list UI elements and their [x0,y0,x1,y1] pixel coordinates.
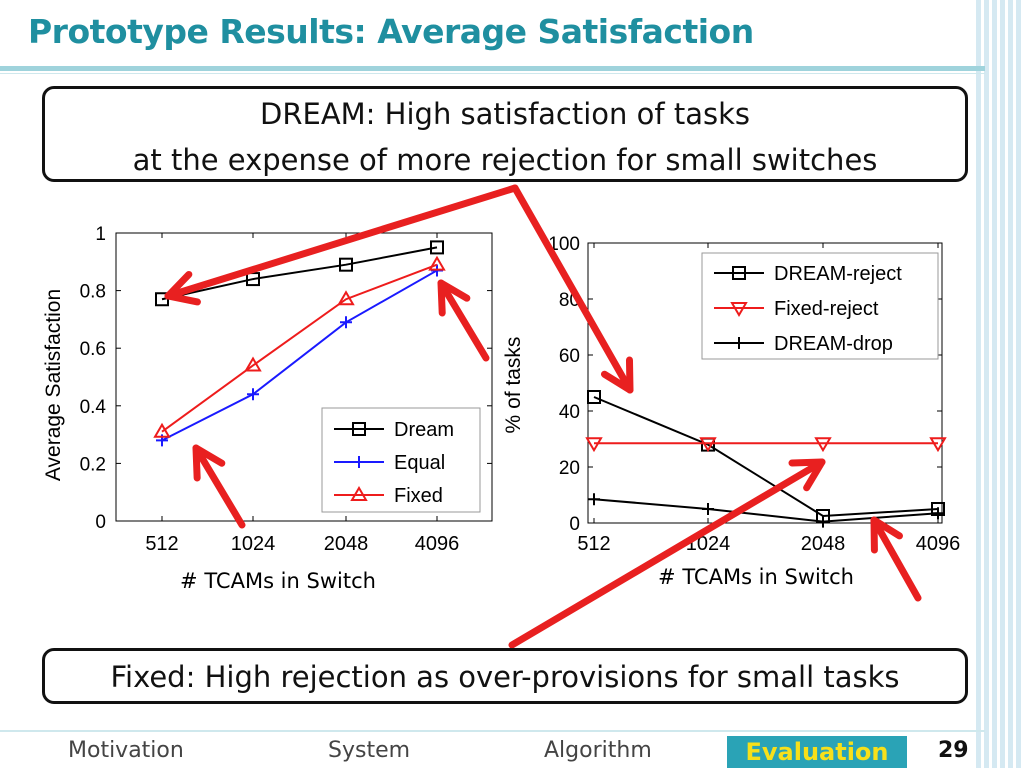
data-point-fixed [244,356,262,372]
y-tick-label: 40 [559,402,580,423]
arrow-to-equal-512 [192,444,246,529]
callout-fixed-text: Fixed: High rejection as over-provisions… [110,660,900,694]
page-number: 29 [938,738,969,763]
data-point-fixed-reject [814,437,832,453]
legend-marker [732,266,746,280]
callout-dream-line2: at the expense of more rejection for sma… [132,143,878,177]
data-point-fixed-reject [585,437,603,453]
y-tick-label: 0 [95,512,106,533]
series-line-dream-reject [593,396,939,518]
legend-label: Fixed-reject [774,298,879,320]
arrow-shaft [192,444,246,529]
legend-marker [353,456,365,468]
y-tick-label: 0.2 [80,454,106,475]
x-tick-label: 2048 [801,533,846,555]
section-navbar: Motivation System Algorithm [0,732,985,768]
data-point-dream-drop [932,507,944,520]
y-tick-label: 0 [569,514,580,535]
annotation-arrows [164,184,922,649]
data-point-fixed-reject [699,437,717,453]
arrow-shaft [511,184,634,394]
x-tick-label: 512 [577,533,610,555]
callout-dream-line1: DREAM: High satisfaction of tasks [260,97,750,131]
arrow-shaft [164,184,519,300]
data-point-fixed [428,255,446,271]
data-point-dream-drop [702,503,714,515]
callout-dream: DREAM: High satisfaction of tasks at the… [42,86,968,182]
callout-fixed: Fixed: High rejection as over-provisions… [42,648,968,704]
x-tick-label: 1024 [231,533,276,555]
slide-title: Prototype Results: Average Satisfaction [28,12,754,51]
y-tick-label: 1 [95,224,106,245]
series-line-equal [161,269,438,442]
arrow-head [437,279,471,317]
data-point-dream-reject [587,390,601,404]
y-tick-label: 0.6 [80,339,106,360]
arrow-shaft [870,516,922,602]
title-divider [0,66,985,71]
data-point-fixed [153,422,171,438]
arrow-to-dream-reject-512 [511,184,634,394]
data-point-dream-drop [817,515,829,528]
nav-item-evaluation-label: Evaluation [745,738,889,766]
x-tick-label: 512 [145,533,178,555]
legend-label: Fixed [394,485,443,507]
series-line-dream-drop [593,498,939,523]
data-point-fixed-reject [929,437,947,453]
x-axis-label: # TCAMs in Switch [658,565,854,589]
x-axis-label: # TCAMs in Switch [180,569,376,593]
y-axis-label: Average Satisfaction [42,289,65,481]
series-line-dream [161,246,438,301]
data-point-dream-drop [588,493,600,506]
arrow-head [870,516,903,554]
data-point-equal [340,316,352,329]
nav-item-evaluation[interactable]: Evaluation [727,736,907,768]
arrow-head [600,356,634,394]
arrow-shaft [508,458,826,649]
decorative-right-stripes [976,0,1024,768]
legend-marker [733,337,745,349]
legend-box [701,252,939,360]
legend-label: DREAM-drop [774,333,893,355]
legend-marker [352,422,366,436]
x-tick-label: 2048 [324,533,369,555]
arrow-head [164,270,201,306]
data-point-fixed [337,290,355,306]
legend-label: Equal [394,452,445,474]
nav-divider [0,730,985,732]
data-point-equal [247,388,259,401]
legend: DREAM-reject Fixed-reject DREAM-drop [701,252,939,360]
data-point-dream [339,257,353,272]
x-tick-label: 4096 [916,533,961,555]
arrow-to-fixed-reject [508,458,826,649]
nav-item-motivation[interactable]: Motivation [68,738,184,763]
arrow-shaft [437,279,490,362]
arrow-to-dream-512 [164,184,519,306]
y-tick-label: 60 [559,346,580,367]
legend-marker [730,302,748,317]
legend-label: DREAM-reject [774,263,902,285]
arrow-head [788,458,826,492]
legend-marker [350,486,368,501]
arrow-to-fixed-4096 [437,279,490,362]
nav-item-system[interactable]: System [328,738,411,763]
y-axis-label: % of tasks [502,337,525,434]
chart-average-satisfaction: 0 0.2 0.4 0.6 0.8 1 512 1024 2048 4096 # TCAMs in … [42,224,493,593]
legend: Dream Equal Fixed [321,407,481,513]
legend-label: Dream [394,419,454,441]
y-tick-label: 100 [548,234,580,255]
y-tick-label: 0.4 [80,397,107,418]
y-tick-label: 0.8 [80,282,106,303]
x-tick-label: 4096 [415,533,460,555]
arrow-to-dream-reject-2048 [870,516,922,602]
nav-item-algorithm[interactable]: Algorithm [544,738,652,763]
data-point-dream [430,240,444,255]
arrow-head [192,444,226,482]
title-divider-thin [0,73,985,74]
y-tick-label: 20 [559,458,580,479]
series-line-fixed [161,263,438,433]
